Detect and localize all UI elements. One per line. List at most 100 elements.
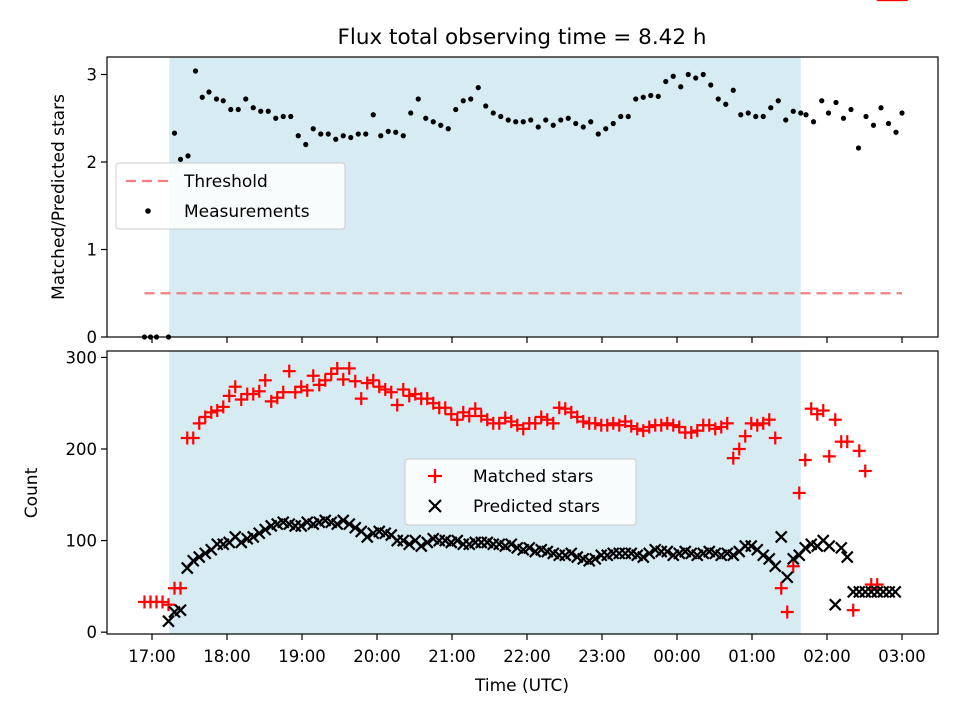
- measurement-point: [171, 130, 178, 136]
- measurement-point: [863, 113, 869, 120]
- measurement-point: [775, 98, 781, 104]
- matched-star-point: [720, 416, 734, 430]
- measurement-point: [693, 75, 699, 81]
- measurement-point: [177, 156, 184, 162]
- measurement-point: [243, 96, 249, 102]
- measurement-point: [663, 78, 669, 85]
- matched-star-point: [816, 404, 830, 418]
- measurement-point: [640, 94, 646, 100]
- x-tick-label: 02:00: [803, 647, 851, 666]
- measurement-point: [573, 120, 579, 127]
- x-tick-label: 03:00: [878, 647, 926, 666]
- x-tick-label: 17:00: [128, 647, 176, 666]
- matched-star-point: [534, 410, 548, 424]
- legend-predicted-swatch: [428, 499, 442, 513]
- matched-star-point: [276, 385, 290, 399]
- matched-star-point: [738, 429, 752, 443]
- measurement-point: [288, 113, 294, 120]
- matched-star-point: [216, 400, 230, 414]
- y-tick-label: 300: [66, 348, 98, 367]
- measurement-point: [899, 110, 905, 116]
- measurement-point: [213, 96, 220, 102]
- bottom-y-axis-label: Count: [22, 467, 42, 518]
- matched-star-point: [708, 422, 722, 436]
- measurement-point: [378, 133, 384, 139]
- measurement-point: [333, 136, 339, 142]
- matched-star-point: [822, 449, 836, 463]
- predicted-star-point: [396, 534, 410, 547]
- matched-star-point: [624, 419, 638, 433]
- matched-star-point: [156, 595, 169, 609]
- matched-star-point: [828, 413, 842, 427]
- matched-star-point: [162, 598, 175, 612]
- matched-star-point: [348, 374, 362, 388]
- x-tick-label: 23:00: [578, 647, 626, 666]
- measurement-point: [228, 106, 234, 113]
- measurement-point: [325, 131, 331, 137]
- matched-star-point: [336, 372, 350, 386]
- matched-star-point: [252, 384, 266, 398]
- matched-star-point: [600, 418, 614, 432]
- y-tick-label: 100: [66, 532, 98, 551]
- measurement-point: [528, 117, 534, 123]
- legend-threshold-label: Threshold: [183, 172, 268, 192]
- legend-matched-label: Matched stars: [473, 467, 593, 487]
- matched-star-point: [804, 402, 818, 416]
- predicted-star-point: [258, 523, 272, 536]
- measurement-point: [318, 131, 324, 137]
- measurement-point: [685, 71, 691, 78]
- measurement-point: [235, 106, 241, 113]
- matched-star-point: [630, 422, 644, 436]
- matched-star-point: [318, 373, 332, 387]
- y-tick-label: 2: [87, 153, 98, 172]
- measurement-point: [833, 99, 839, 106]
- predicted-star-point: [174, 603, 187, 617]
- measurement-point: [625, 113, 631, 120]
- measurement-point: [810, 119, 817, 125]
- predicted-star-point: [588, 552, 602, 566]
- x-tick-label: 00:00: [653, 647, 701, 666]
- matched-star-point: [846, 603, 860, 617]
- predicted-star-point: [642, 547, 656, 560]
- predicted-star-point: [858, 585, 872, 599]
- matched-star-point: [192, 416, 206, 430]
- measurement-point: [855, 145, 862, 151]
- measurement-point: [745, 110, 751, 116]
- measurement-point: [535, 124, 541, 130]
- matched-star-point: [732, 442, 746, 456]
- predicted-star-point: [726, 548, 740, 562]
- x-axis-label: Time (UTC): [474, 676, 569, 696]
- predicted-star-point: [756, 548, 770, 562]
- matched-star-point: [450, 413, 464, 427]
- measurement-point: [558, 117, 564, 123]
- measurement-point: [430, 119, 436, 125]
- matched-star-point: [396, 382, 410, 396]
- matched-star-point: [306, 369, 320, 383]
- measurement-point: [803, 112, 809, 118]
- measurement-point: [400, 133, 406, 139]
- x-tick-label: 19:00: [278, 647, 326, 666]
- matched-star-point: [852, 444, 866, 458]
- matched-star-point: [546, 416, 560, 430]
- predicted-star-point: [522, 541, 536, 555]
- measurement-point: [513, 119, 519, 125]
- legend-predicted-label: Predicted stars: [473, 497, 600, 517]
- matched-star-point: [606, 416, 620, 430]
- predicted-star-point: [342, 517, 356, 531]
- measurement-point: [878, 105, 884, 111]
- matched-star-point: [300, 383, 314, 397]
- matched-star-point: [342, 361, 356, 375]
- matched-star-point: [330, 361, 344, 375]
- measurement-point: [250, 105, 256, 111]
- matched-star-point: [186, 431, 200, 445]
- matched-star-point: [402, 389, 416, 403]
- matched-star-point: [246, 387, 260, 401]
- matched-star-point: [666, 418, 680, 432]
- matched-star-point: [858, 464, 872, 478]
- predicted-star-point: [780, 570, 794, 584]
- measurement-point: [258, 108, 264, 114]
- bottom-legend-box: [404, 458, 637, 526]
- predicted-star-point: [348, 521, 362, 535]
- predicted-star-point: [852, 585, 866, 599]
- measurement-point: [753, 113, 759, 120]
